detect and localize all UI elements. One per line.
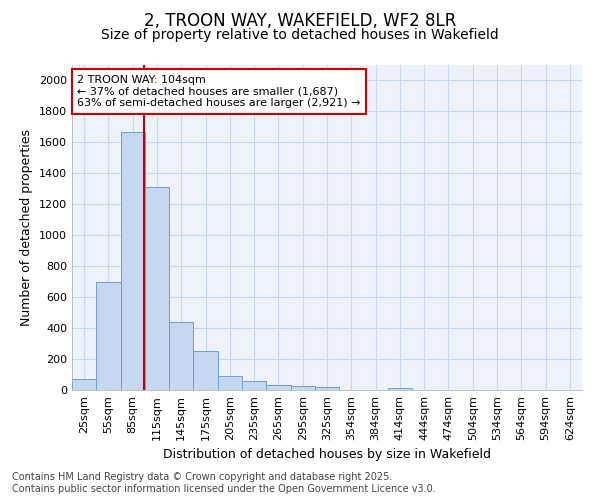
X-axis label: Distribution of detached houses by size in Wakefield: Distribution of detached houses by size … bbox=[163, 448, 491, 462]
Text: Size of property relative to detached houses in Wakefield: Size of property relative to detached ho… bbox=[101, 28, 499, 42]
Bar bbox=[121, 132, 145, 390]
Y-axis label: Number of detached properties: Number of detached properties bbox=[20, 129, 34, 326]
Bar bbox=[169, 322, 193, 390]
Bar bbox=[193, 352, 218, 390]
Text: Contains HM Land Registry data © Crown copyright and database right 2025.
Contai: Contains HM Land Registry data © Crown c… bbox=[12, 472, 436, 494]
Text: 2 TROON WAY: 104sqm
← 37% of detached houses are smaller (1,687)
63% of semi-det: 2 TROON WAY: 104sqm ← 37% of detached ho… bbox=[77, 74, 361, 108]
Bar bbox=[218, 376, 242, 390]
Bar bbox=[388, 388, 412, 390]
Bar bbox=[242, 382, 266, 390]
Bar bbox=[72, 379, 96, 390]
Bar bbox=[315, 387, 339, 390]
Bar bbox=[290, 386, 315, 390]
Bar bbox=[96, 282, 121, 390]
Bar bbox=[145, 188, 169, 390]
Bar bbox=[266, 386, 290, 390]
Text: 2, TROON WAY, WAKEFIELD, WF2 8LR: 2, TROON WAY, WAKEFIELD, WF2 8LR bbox=[144, 12, 456, 30]
